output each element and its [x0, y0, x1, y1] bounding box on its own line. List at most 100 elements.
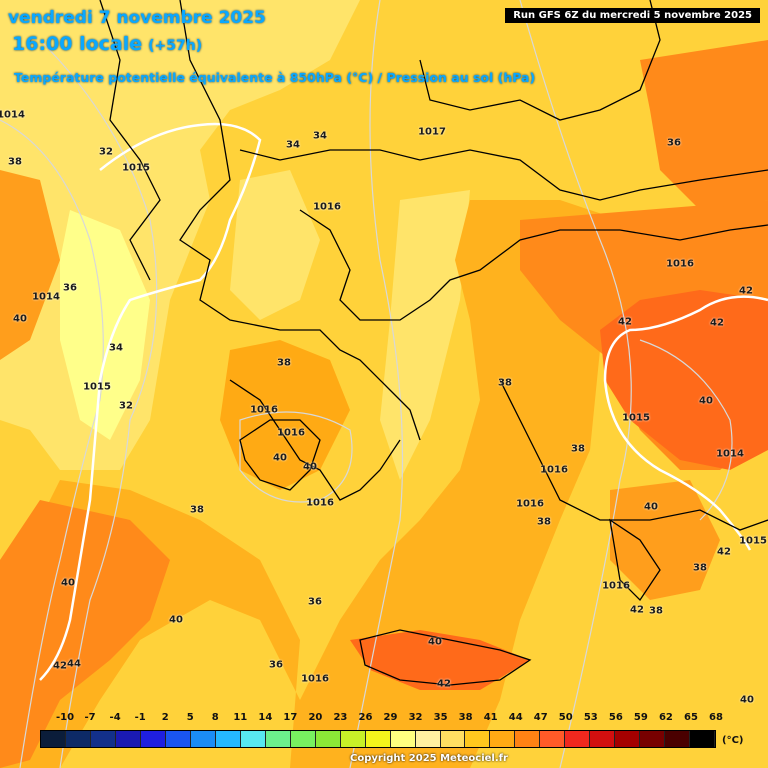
legend-swatch — [115, 731, 141, 747]
temp-label: 38 — [571, 443, 585, 455]
temp-label: 38 — [277, 357, 291, 369]
pressure-label: 1016 — [602, 580, 630, 592]
legend-swatch — [365, 731, 391, 747]
legend-tick: 50 — [558, 712, 573, 723]
legend-swatch — [640, 731, 666, 747]
legend-swatch — [315, 731, 341, 747]
legend-swatch — [340, 731, 366, 747]
forecast-time: 16:00 locale (+57h) — [12, 33, 202, 55]
legend-swatch — [240, 731, 266, 747]
legend-swatch — [265, 731, 291, 747]
temp-label: 40 — [273, 452, 287, 464]
legend-tick: 26 — [358, 712, 373, 723]
pressure-label: 1016 — [301, 673, 329, 685]
pressure-label: 1016 — [313, 201, 341, 213]
forecast-time-value: 16:00 locale — [12, 33, 143, 55]
legend-tick: 17 — [283, 712, 298, 723]
pressure-label: 1014 — [0, 109, 25, 121]
pressure-label: 1016 — [666, 258, 694, 270]
legend-tick: 41 — [483, 712, 498, 723]
temp-label: 38 — [190, 504, 204, 516]
legend-tick: 2 — [161, 712, 169, 723]
legend-tick: 14 — [258, 712, 273, 723]
temp-label: 42 — [739, 285, 753, 297]
legend-tick: 47 — [533, 712, 548, 723]
pressure-label: 1014 — [716, 448, 744, 460]
temp-label: 34 — [109, 342, 123, 354]
legend-tick: 53 — [583, 712, 598, 723]
copyright: Copyright 2025 Meteociel.fr — [350, 753, 508, 764]
legend-tick: -7 — [84, 712, 96, 723]
legend-swatch — [140, 731, 166, 747]
pressure-label: 1016 — [516, 498, 544, 510]
legend-swatch — [90, 731, 116, 747]
temp-label: 42 — [710, 317, 724, 329]
temp-label: 40 — [303, 461, 317, 473]
legend-tick: 8 — [211, 712, 219, 723]
legend-swatch — [440, 731, 466, 747]
temp-label: 36 — [269, 659, 283, 671]
temp-label: 42 — [53, 660, 67, 672]
legend-swatch — [465, 731, 491, 747]
temp-label: 38 — [649, 605, 663, 617]
legend-swatch — [690, 731, 716, 747]
legend-tick: 35 — [433, 712, 448, 723]
temp-label: 40 — [61, 577, 75, 589]
legend-tick: 5 — [186, 712, 194, 723]
temp-label: 42 — [437, 678, 451, 690]
legend-tick: -10 — [55, 712, 75, 723]
legend-swatch — [215, 731, 241, 747]
legend-swatch — [615, 731, 641, 747]
pressure-label: 1015 — [622, 412, 650, 424]
legend-swatch — [565, 731, 591, 747]
run-info: Run GFS 6Z du mercredi 5 novembre 2025 — [505, 8, 760, 23]
legend-tick: 38 — [458, 712, 473, 723]
legend-tick: 62 — [658, 712, 673, 723]
pressure-label: 1016 — [540, 464, 568, 476]
legend-swatch — [515, 731, 541, 747]
legend-tick: 59 — [633, 712, 648, 723]
legend-tick: 56 — [608, 712, 623, 723]
pressure-label: 1017 — [418, 126, 446, 138]
legend-tick: 44 — [508, 712, 523, 723]
temp-label: 34 — [286, 139, 300, 151]
legend-ticks: -10 -7 -4 -1 2 5 8 11 14 17 20 23 26 29 32 35 38 41 44 47 50… — [40, 712, 730, 726]
temp-label: 44 — [67, 658, 81, 670]
legend-tick: 68 — [709, 712, 723, 723]
temp-label: 36 — [308, 596, 322, 608]
temp-label: 38 — [693, 562, 707, 574]
legend-swatch — [590, 731, 616, 747]
forecast-date: vendredi 7 novembre 2025 — [8, 8, 266, 28]
legend-swatch — [490, 731, 516, 747]
legend-tick: -4 — [109, 712, 121, 723]
temp-label: 40 — [428, 636, 442, 648]
temp-label: 34 — [313, 130, 327, 142]
pressure-label: 1015 — [739, 535, 767, 547]
legend-unit: (°C) — [722, 735, 744, 746]
pressure-label: 1014 — [32, 291, 60, 303]
legend-tick: 11 — [233, 712, 248, 723]
legend-tick: 29 — [383, 712, 398, 723]
legend-tick: 23 — [333, 712, 348, 723]
legend-swatch — [165, 731, 191, 747]
temp-label: 36 — [63, 282, 77, 294]
legend-swatch — [665, 731, 691, 747]
map-subtitle: Température potentielle équivalente à 85… — [14, 70, 536, 85]
legend-swatch — [390, 731, 416, 747]
pressure-label: 1015 — [83, 381, 111, 393]
temp-label: 42 — [630, 604, 644, 616]
pressure-label: 1015 — [122, 162, 150, 174]
lead-time: (+57h) — [148, 38, 203, 54]
pressure-label: 1016 — [306, 497, 334, 509]
legend-swatch — [290, 731, 316, 747]
temp-label: 38 — [498, 377, 512, 389]
temp-label: 40 — [13, 313, 27, 325]
pressure-label: 1016 — [250, 404, 278, 416]
legend-swatch — [415, 731, 441, 747]
legend-swatch — [540, 731, 566, 747]
temp-label: 38 — [537, 516, 551, 528]
legend-swatch — [190, 731, 216, 747]
temp-label: 40 — [740, 694, 754, 706]
pressure-label: 1016 — [277, 427, 305, 439]
